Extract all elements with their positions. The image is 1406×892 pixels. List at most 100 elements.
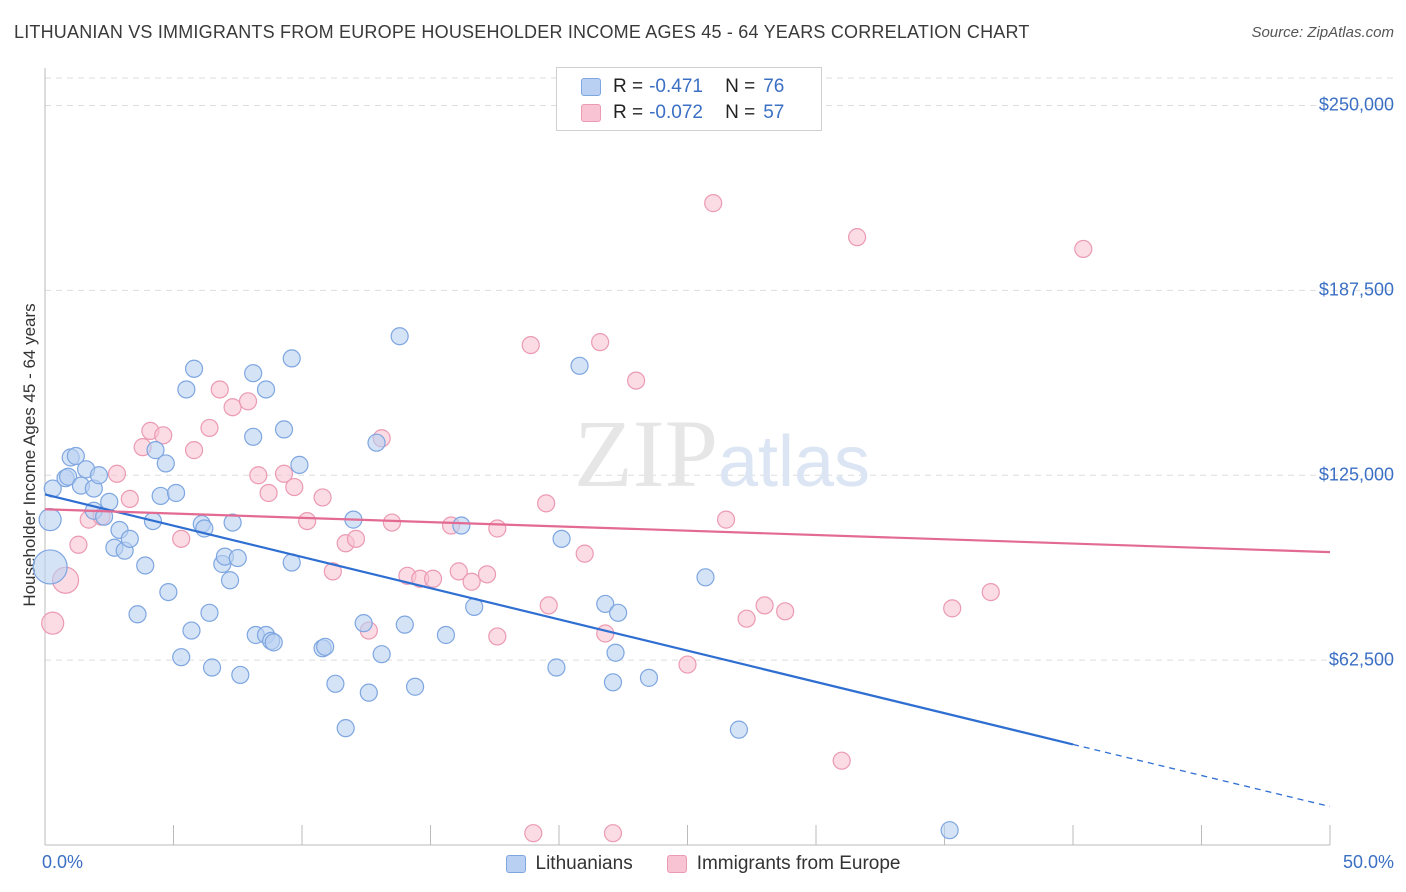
lithuanian-point <box>452 516 471 535</box>
immigrant-point <box>524 824 543 843</box>
legend-n-label: N = <box>725 76 756 97</box>
lithuanian-point <box>177 380 196 399</box>
lithuanian-point <box>552 529 571 548</box>
lithuanian-point <box>244 364 263 383</box>
immigrant-point <box>238 392 258 411</box>
immigrant-point <box>626 371 646 390</box>
lithuanian-point <box>184 359 204 378</box>
immigrant-point <box>69 535 88 554</box>
chart-title: LITHUANIAN VS IMMIGRANTS FROM EUROPE HOU… <box>14 22 1030 42</box>
legend-r-value: -0.471 <box>649 76 703 97</box>
lithuanian-point <box>316 637 335 656</box>
lithuanian-point <box>336 719 355 738</box>
immigrant-point <box>382 513 402 532</box>
immigrant-point <box>249 466 268 485</box>
trend-line-immigrants <box>44 508 1331 554</box>
immigrant-point <box>848 228 867 247</box>
immigrant-point <box>776 602 795 621</box>
legend-n-label: N = <box>725 102 756 123</box>
immigrant-point <box>716 510 736 529</box>
immigrant-point <box>1074 239 1093 259</box>
lithuanian-point <box>372 645 391 664</box>
series-legend: Lithuanians Immigrants from Europe <box>0 852 1406 876</box>
immigrant-point <box>832 751 851 770</box>
immigrant-point <box>274 464 294 483</box>
immigrant-point <box>704 194 723 213</box>
immigrant-point <box>346 529 366 548</box>
trend-line-lithuanians <box>44 493 1074 746</box>
immigrant-point <box>943 599 962 618</box>
immigrant-point <box>539 596 558 615</box>
x-tick-min: 0.0% <box>42 852 84 872</box>
lithuanian-point <box>32 549 68 585</box>
lithuanian-point <box>220 571 240 590</box>
immigrant-point <box>521 335 540 355</box>
immigrant-point <box>184 441 204 460</box>
lithuanian-point <box>606 643 625 662</box>
immigrant-point <box>200 418 219 438</box>
legend-swatch-blue <box>505 855 526 873</box>
trend-line-lithuanians-extension <box>1072 743 1331 808</box>
legend-n-value: 57 <box>763 102 785 123</box>
lithuanian-point <box>290 455 309 474</box>
legend-swatch-pink <box>666 855 687 873</box>
lithuanian-point <box>166 483 186 503</box>
immigrant-point <box>298 511 317 531</box>
immigrant-point <box>120 489 139 509</box>
lithuanian-point <box>603 673 623 692</box>
lithuanian-point <box>146 441 165 460</box>
lithuanian-point <box>156 454 175 473</box>
lithuanian-point <box>89 466 109 485</box>
immigrant-point <box>755 596 774 615</box>
legend-r-label: R = <box>613 102 644 123</box>
stats-legend: R = -0.471 N = 76 R = -0.072 N = 57 <box>556 67 822 131</box>
lithuanian-point <box>202 658 222 677</box>
legend-item-immigrants: Immigrants from Europe <box>666 853 901 875</box>
immigrant-point <box>462 572 481 591</box>
immigrant-point <box>537 494 556 513</box>
legend-row-immigrants: R = -0.072 N = 57 <box>581 101 784 125</box>
lithuanian-point <box>136 556 155 575</box>
legend-n-value: 76 <box>763 76 785 97</box>
lithuanian-point <box>151 486 170 506</box>
immigrant-point <box>477 565 497 584</box>
lithuanian-point <box>172 648 191 667</box>
y-tick-label: $250,000 <box>1318 94 1394 115</box>
legend-r-value: -0.072 <box>649 102 703 123</box>
lithuanian-point <box>282 349 301 368</box>
lithuanian-point <box>244 427 263 446</box>
lithuanian-point <box>182 621 201 640</box>
lithuanian-point <box>596 594 615 614</box>
lithuanian-point <box>120 529 139 548</box>
lithuanian-point <box>231 665 250 685</box>
lithuanian-point <box>228 548 247 568</box>
legend-label-immigrants: Immigrants from Europe <box>696 853 901 874</box>
lithuanian-point <box>639 668 659 687</box>
immigrant-point <box>285 477 304 497</box>
legend-item-lithuanians: Lithuanians <box>505 853 633 875</box>
lithuanian-point <box>223 513 242 532</box>
immigrant-point <box>154 426 173 445</box>
immigrant-point <box>107 464 127 483</box>
immigrant-point <box>596 624 615 643</box>
immigrant-point <box>591 333 610 352</box>
lithuanian-point <box>66 446 85 466</box>
lithuanian-point <box>59 467 78 486</box>
immigrant-point <box>737 609 756 628</box>
lithuanian-point <box>256 380 276 399</box>
y-tick-label: $62,500 <box>1328 649 1394 670</box>
lithuanian-point <box>609 603 628 622</box>
legend-swatch-blue <box>581 78 601 96</box>
lithuanian-point <box>436 625 456 645</box>
lithuanian-point <box>405 677 425 696</box>
lithuanian-point <box>729 720 749 739</box>
lithuanian-point <box>696 568 715 587</box>
legend-r-label: R = <box>613 76 644 97</box>
trend-layer <box>44 493 1331 808</box>
immigrant-point <box>223 398 242 417</box>
immigrant-point <box>210 380 229 399</box>
immigrant-point <box>323 562 342 581</box>
lithuanian-point <box>159 582 178 602</box>
lithuanian-point <box>367 433 386 452</box>
x-tick-max: 50.0% <box>1342 852 1394 872</box>
